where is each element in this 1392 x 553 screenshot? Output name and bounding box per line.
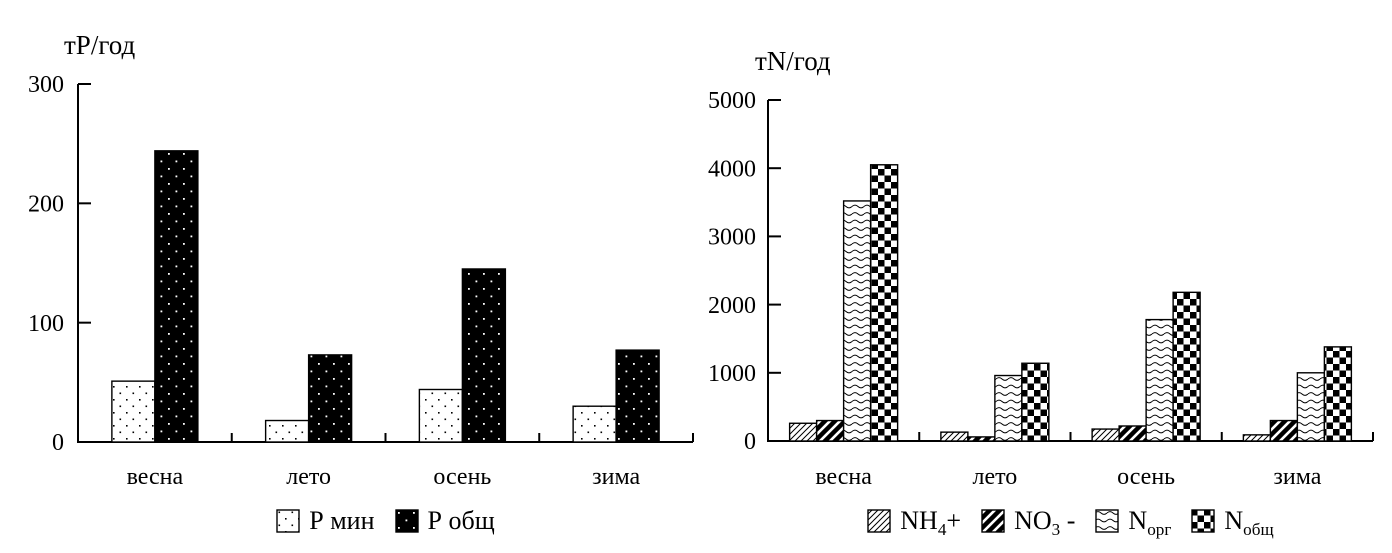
x-category-label: зима <box>592 464 640 490</box>
nitrogen-chart-figure: тN/год 0 1000 2000 3000 4000 5000 весна лето осе… <box>696 0 1392 553</box>
x-category-label: осень <box>433 464 491 490</box>
y-tick-label: 4000 <box>708 156 756 182</box>
bar-Р общ-весна <box>154 150 199 443</box>
bar-Р мин-лето <box>264 419 310 443</box>
legend-label: Nорг <box>1128 506 1172 540</box>
y-tick-label: 3000 <box>708 225 756 251</box>
phosphorus-chart-legend: Р мин Р общ <box>78 498 693 544</box>
bar-NH4+-весна <box>788 422 818 442</box>
bar-Nорг-весна <box>842 200 872 442</box>
legend-swatch-icon <box>867 509 891 533</box>
nitrogen-chart-legend: NH4+ NO3 - Nорг Nобщ <box>768 498 1373 544</box>
x-category-label: зима <box>1273 464 1321 490</box>
bar-NO3 --лето <box>967 436 996 442</box>
bar-NO3 --весна <box>815 419 845 442</box>
bar-Р общ-лето <box>307 354 353 443</box>
y-tick-label: 0 <box>744 429 756 455</box>
legend-item: Nобщ <box>1191 506 1274 540</box>
y-tick-label: 2000 <box>708 293 756 319</box>
bar-Nобщ-весна <box>869 164 899 442</box>
bar-Nобщ-осень <box>1172 291 1201 442</box>
bar-Р мин-весна <box>111 380 156 443</box>
bar-Nобщ-зима <box>1323 346 1353 442</box>
legend-label: Р мин <box>309 506 375 535</box>
nitrogen-chart-plot: 0 1000 2000 3000 4000 5000 весна лето осень зима <box>708 88 1374 490</box>
legend-swatch-icon <box>981 509 1005 533</box>
bar-Nорг-зима <box>1296 372 1326 442</box>
legend-item: NO3 - <box>981 506 1076 540</box>
y-tick-label: 100 <box>28 311 64 337</box>
phosphorus-chart-plot: 0 100 200 300 весна лето осень зима <box>28 72 694 490</box>
bar-NO3 --зима <box>1269 419 1299 442</box>
legend-label: Р общ <box>427 506 495 535</box>
y-tick-label: 1000 <box>708 361 756 387</box>
phosphorus-chart-figure: тР/год 0 100 200 300 весна лето осень зима Р ми… <box>28 30 694 544</box>
x-category-label: лето <box>972 464 1017 490</box>
y-tick-label: 5000 <box>708 88 756 114</box>
y-tick-label: 200 <box>28 191 64 217</box>
bar-Nорг-лето <box>994 374 1023 442</box>
x-category-label: весна <box>815 464 872 490</box>
legend-label: Nобщ <box>1224 506 1274 540</box>
bar-Р мин-осень <box>418 388 464 443</box>
legend-item: Р общ <box>394 506 495 536</box>
bar-NH4+-зима <box>1242 434 1272 442</box>
phosphorus-chart-title: тР/год <box>64 30 136 60</box>
bar-NO3 --осень <box>1118 425 1147 442</box>
y-tick-label: 0 <box>52 430 64 456</box>
bar-Р общ-осень <box>461 268 507 443</box>
x-category-label: лето <box>286 464 331 490</box>
legend-item: Nорг <box>1095 506 1172 540</box>
legend-item: NH4+ <box>867 506 962 540</box>
legend-swatch-icon <box>1095 509 1120 533</box>
bar-Р общ-зима <box>615 349 660 443</box>
legend-label: NO3 - <box>1014 506 1076 540</box>
nitrogen-chart-title: тN/год <box>755 46 831 76</box>
legend-swatch-icon <box>276 509 300 533</box>
bar-NH4+-осень <box>1091 428 1120 442</box>
legend-swatch-icon <box>1191 509 1216 533</box>
x-category-label: весна <box>127 464 184 490</box>
bar-Р мин-зима <box>572 405 617 443</box>
legend-swatch-icon <box>394 509 419 533</box>
legend-label: NH4+ <box>900 506 962 540</box>
bar-NH4+-лето <box>940 431 969 442</box>
legend-item: Р мин <box>276 506 375 536</box>
y-tick-label: 300 <box>28 72 64 98</box>
bar-Nобщ-лето <box>1021 362 1050 442</box>
bar-Nорг-осень <box>1145 318 1174 442</box>
x-category-label: осень <box>1117 464 1175 490</box>
